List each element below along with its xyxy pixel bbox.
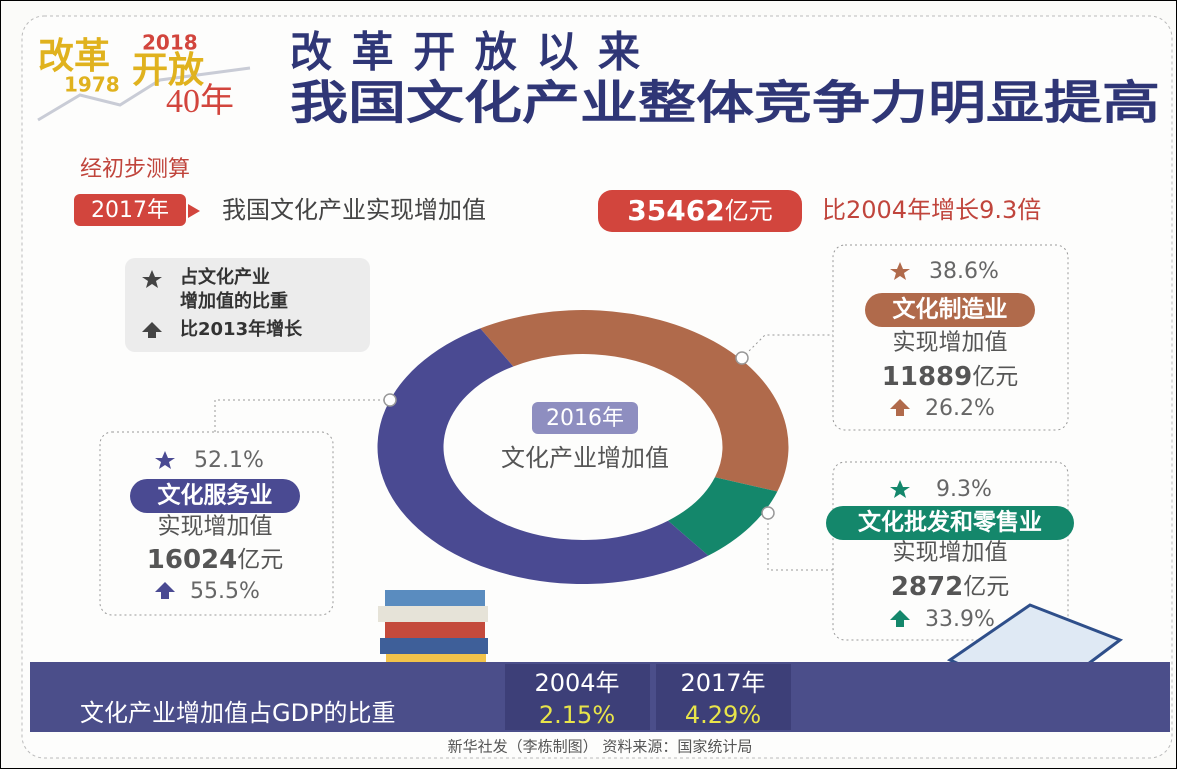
- legend-share: 占文化产业: [180, 266, 270, 288]
- gdp-year: 2017年: [680, 669, 765, 697]
- footer: 新华社发（李栋制图） 资料来源：国家统计局: [448, 738, 753, 756]
- category-name: 文化批发和零售业: [858, 509, 1042, 536]
- amount-value: 16024: [147, 545, 237, 575]
- gdp-value: 4.29%: [685, 701, 761, 729]
- intro-growth: 比2004年增长9.3倍: [822, 196, 1041, 224]
- center-year: 2016年: [546, 406, 624, 431]
- gdp-label: 文化产业增加值占GDP的比重: [80, 699, 396, 727]
- value-caption: 实现增加值: [893, 540, 1008, 566]
- book: [378, 606, 488, 622]
- growth-value: 33.9%: [925, 607, 995, 632]
- share-value: 9.3%: [936, 477, 992, 502]
- category-name: 文化制造业: [893, 296, 1008, 323]
- growth-value: 55.5%: [190, 579, 260, 604]
- value-caption: 实现增加值: [158, 514, 273, 540]
- category-name: 文化服务业: [158, 482, 273, 509]
- share-value: 38.6%: [929, 259, 999, 284]
- amount-text: 11889亿元: [882, 362, 1018, 392]
- intro-amount-text: 35462亿元: [627, 194, 772, 227]
- intro-unit: 亿元: [725, 197, 773, 225]
- growth-value: 26.2%: [925, 396, 995, 421]
- share-value: 52.1%: [194, 448, 264, 473]
- amount-unit: 亿元: [237, 547, 283, 573]
- badge-year-old: 1978: [64, 73, 120, 97]
- legend-share: 增加值的比重: [180, 290, 288, 312]
- share-text: 9.3%: [936, 477, 992, 502]
- share-text: 52.1%: [194, 448, 264, 473]
- book: [385, 590, 485, 606]
- value-caption: 实现增加值: [893, 330, 1008, 356]
- badge-top: 改革: [38, 36, 110, 77]
- intro-year: 2017年: [91, 198, 169, 223]
- connector-dot: [384, 394, 396, 406]
- gdp-year: 2004年: [534, 669, 619, 697]
- legend-growth: 比2013年增长: [180, 318, 303, 340]
- page: 改革 2018 1978 开放 40年 改革开放以来 我国文化产业整体竞争力明显…: [0, 0, 1177, 773]
- amount-unit: 亿元: [972, 364, 1018, 390]
- connector-dot: [762, 507, 774, 519]
- infographic: 改革 2018 1978 开放 40年 改革开放以来 我国文化产业整体竞争力明显…: [0, 0, 1177, 769]
- amount-unit: 亿元: [963, 574, 1009, 600]
- gdp-value: 2.15%: [539, 701, 615, 729]
- connector-dot: [736, 352, 748, 364]
- title-line: 我国文化产业整体竞争力明显提高: [290, 76, 1160, 130]
- book: [385, 622, 485, 638]
- intro-text: 我国文化产业实现增加值: [222, 196, 486, 224]
- share-text: 38.6%: [929, 259, 999, 284]
- intro-amount: 35462: [627, 194, 724, 227]
- badge-years: 40年: [166, 82, 234, 120]
- book: [380, 638, 488, 654]
- intro-note: 经初步测算: [80, 157, 190, 182]
- center-label: 文化产业增加值: [501, 444, 669, 472]
- amount-value: 2872: [891, 572, 963, 602]
- amount-value: 11889: [882, 362, 972, 392]
- amount-text: 2872亿元: [891, 572, 1009, 602]
- amount-text: 16024亿元: [147, 545, 283, 575]
